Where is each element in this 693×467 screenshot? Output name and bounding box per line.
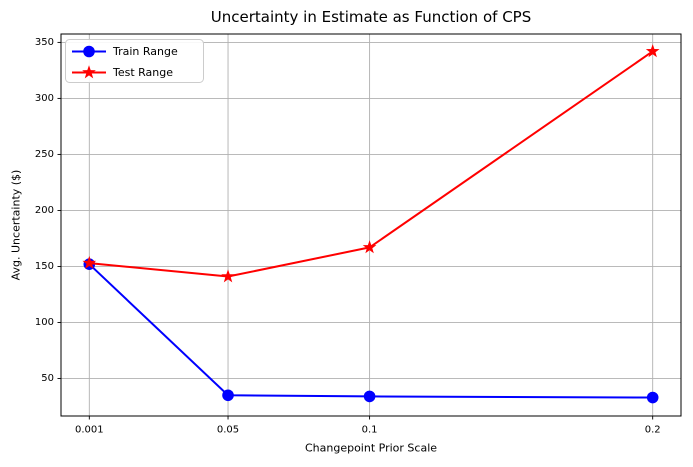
x-tick-label: 0.2	[645, 425, 661, 436]
legend-item-train-range: Train Range	[72, 45, 178, 58]
test-range-marker	[362, 240, 377, 254]
y-tick-label: 150	[35, 261, 54, 272]
train-range-marker	[222, 389, 234, 402]
test-range-marker	[221, 269, 235, 283]
x-tick-label: 0.1	[362, 425, 378, 436]
legend-star-marker-icon	[82, 65, 96, 79]
y-tick-label: 50	[41, 373, 54, 384]
y-tick-label: 350	[35, 37, 54, 48]
x-axis: 0.001 0.05 0.1 0.2	[75, 416, 661, 436]
train-range-line	[88, 263, 653, 399]
grid	[61, 34, 681, 416]
legend-item-test-range: Test Range	[72, 65, 173, 79]
legend-label: Train Range	[112, 45, 178, 58]
y-tick-label: 200	[35, 205, 54, 216]
chart-title: Uncertainty in Estimate as Function of C…	[211, 8, 531, 26]
x-tick-label: 0.05	[217, 425, 239, 436]
test-range-marker	[645, 44, 660, 58]
series-test-range	[82, 44, 660, 283]
train-range-marker	[646, 391, 659, 404]
test-range-marker	[82, 255, 97, 269]
y-axis: 50 100 150 200 250 300 350	[35, 37, 61, 384]
axes-frame	[60, 33, 682, 417]
train-range-marker	[363, 390, 376, 403]
legend-circle-marker-icon	[83, 45, 95, 58]
y-tick-label: 250	[35, 149, 54, 160]
x-tick-label: 0.001	[75, 425, 104, 436]
x-axis-label: Changepoint Prior Scale	[305, 442, 437, 455]
test-range-line	[89, 50, 654, 278]
y-tick-label: 100	[35, 317, 54, 328]
y-axis-label: Avg. Uncertainty ($)	[10, 170, 23, 281]
legend: Train Range Test Range	[65, 39, 204, 83]
legend-label: Test Range	[112, 66, 173, 79]
y-tick-label: 300	[35, 93, 54, 104]
